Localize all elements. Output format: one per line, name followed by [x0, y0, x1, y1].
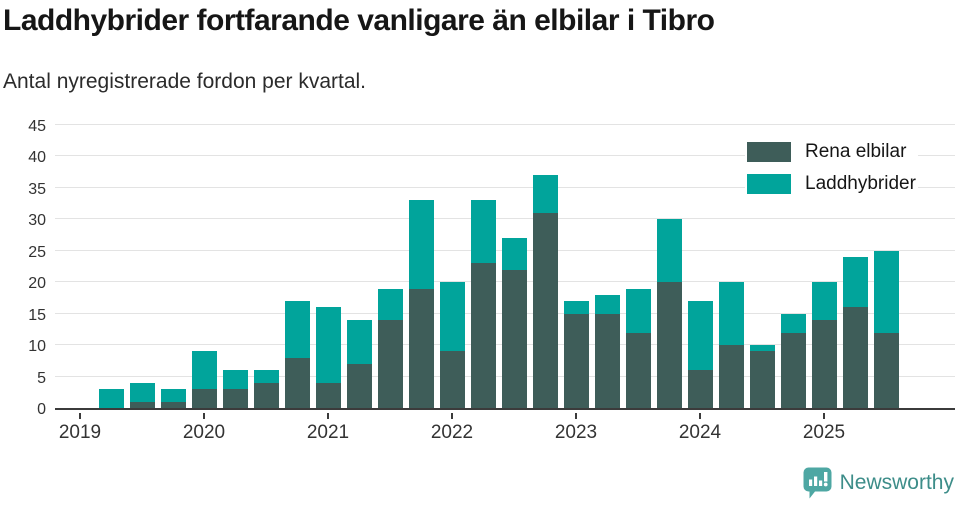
bar-laddhybrider — [501, 238, 527, 270]
y-tick-label: 15 — [28, 306, 46, 324]
legend: Rena elbilar Laddhybrider — [745, 141, 918, 205]
bar-rena-elbilar — [780, 332, 806, 408]
legend-label-rena-elbilar: Rena elbilar — [805, 141, 907, 162]
y-tick-label: 25 — [28, 243, 46, 261]
bar-laddhybrider — [532, 175, 558, 214]
chart-title: Laddhybrider fortfarande vanligare än el… — [3, 4, 715, 37]
bar-laddhybrider — [160, 389, 186, 402]
bar-laddhybrider — [377, 288, 403, 320]
bar-laddhybrider — [253, 370, 279, 383]
chart-subtitle: Antal nyregistrerade fordon per kvartal. — [3, 70, 367, 93]
y-tick-label: 0 — [37, 401, 46, 418]
bar-laddhybrider — [284, 301, 310, 358]
legend-swatch-laddhybrider — [747, 174, 791, 194]
bar-laddhybrider — [842, 257, 868, 308]
x-tick-label: 2023 — [554, 422, 598, 443]
brand-footer: Newsworthy — [802, 466, 954, 500]
y-tick-label: 35 — [28, 180, 46, 198]
bar-laddhybrider — [346, 319, 372, 364]
bar-laddhybrider — [470, 200, 496, 264]
bar-laddhybrider — [129, 382, 155, 402]
bar-rena-elbilar — [408, 288, 434, 408]
gridline — [55, 155, 955, 157]
plot-area — [55, 124, 955, 410]
bar-rena-elbilar — [160, 401, 186, 408]
x-tick-label: 2020 — [182, 422, 226, 443]
y-tick-label: 45 — [28, 118, 46, 135]
y-tick-label: 40 — [28, 149, 46, 167]
gridline — [55, 186, 955, 188]
bar-rena-elbilar — [470, 263, 496, 408]
bar-rena-elbilar — [439, 351, 465, 408]
x-axis-tick — [699, 413, 701, 419]
bar-rena-elbilar — [377, 319, 403, 408]
bar-rena-elbilar — [315, 382, 341, 408]
x-tick-label: 2025 — [802, 422, 846, 443]
bar-rena-elbilar — [191, 389, 217, 408]
bar-rena-elbilar — [594, 313, 620, 408]
bar-laddhybrider — [656, 219, 682, 283]
newsworthy-logo-icon — [803, 467, 832, 499]
x-tick-label: 2019 — [58, 422, 102, 443]
bar-rena-elbilar — [129, 401, 155, 408]
x-axis-tick — [79, 413, 81, 419]
bar-rena-elbilar — [842, 307, 868, 408]
bar-laddhybrider — [780, 313, 806, 333]
bar-rena-elbilar — [656, 282, 682, 408]
x-axis-tick — [451, 413, 453, 419]
bar-laddhybrider — [594, 294, 620, 314]
bar-rena-elbilar — [718, 345, 744, 408]
bar-laddhybrider — [625, 288, 651, 333]
x-tick-label: 2021 — [306, 422, 350, 443]
bar-laddhybrider — [811, 282, 837, 320]
x-axis-tick — [203, 413, 205, 419]
bar-laddhybrider — [687, 301, 713, 371]
bar-rena-elbilar — [222, 389, 248, 408]
bar-rena-elbilar — [284, 357, 310, 408]
bar-rena-elbilar — [873, 332, 899, 408]
bar-rena-elbilar — [687, 370, 713, 408]
x-tick-label: 2022 — [430, 422, 474, 443]
bar-rena-elbilar — [501, 269, 527, 408]
bar-rena-elbilar — [532, 213, 558, 408]
legend-swatch-rena-elbilar — [747, 142, 791, 162]
y-tick-label: 20 — [28, 275, 46, 293]
gridline — [55, 124, 955, 125]
bar-rena-elbilar — [749, 351, 775, 408]
bar-rena-elbilar — [253, 382, 279, 408]
x-axis-tick — [823, 413, 825, 419]
y-tick-label: 5 — [37, 369, 46, 387]
bar-rena-elbilar — [346, 363, 372, 408]
bar-rena-elbilar — [811, 319, 837, 408]
bar-laddhybrider — [222, 370, 248, 390]
bar-rena-elbilar — [625, 332, 651, 408]
legend-label-laddhybrider: Laddhybrider — [805, 173, 916, 194]
bar-laddhybrider — [191, 351, 217, 390]
bar-laddhybrider — [408, 200, 434, 289]
bar-laddhybrider — [718, 282, 744, 346]
bar-laddhybrider — [749, 345, 775, 352]
gridline — [55, 218, 955, 220]
legend-item-laddhybrider: Laddhybrider — [745, 173, 918, 195]
bar-laddhybrider — [439, 282, 465, 352]
legend-item-rena-elbilar: Rena elbilar — [745, 141, 918, 163]
bar-rena-elbilar — [563, 313, 589, 408]
x-tick-label: 2024 — [678, 422, 722, 443]
brand-name: Newsworthy — [839, 471, 954, 494]
bar-laddhybrider — [315, 307, 341, 383]
bar-laddhybrider — [563, 301, 589, 314]
x-axis-tick — [575, 413, 577, 419]
bar-laddhybrider — [873, 250, 899, 333]
y-tick-label: 10 — [28, 338, 46, 356]
y-tick-label: 30 — [28, 212, 46, 230]
bar-laddhybrider — [98, 389, 124, 408]
x-axis-tick — [327, 413, 329, 419]
